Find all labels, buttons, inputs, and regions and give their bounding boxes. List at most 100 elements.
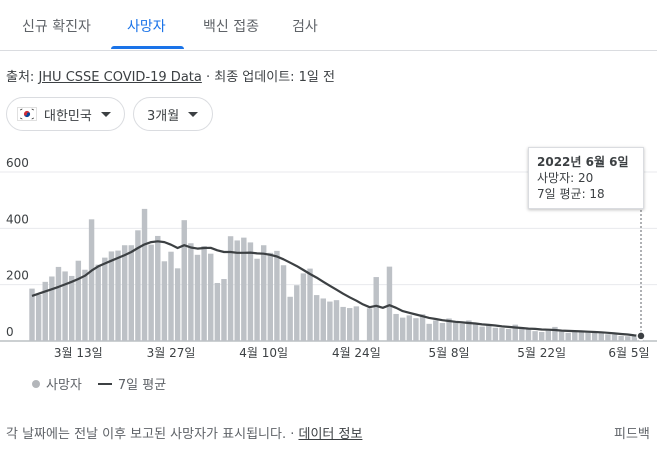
bar [62, 271, 68, 341]
bar [466, 320, 472, 341]
bar [300, 273, 307, 341]
source-link[interactable]: JHU CSSE COVID-19 Data [38, 70, 202, 85]
range-select[interactable]: 3개월 [133, 97, 213, 131]
footer-note: 각 날짜에는 전날 이후 보고된 사망자가 표시됩니다. · 데이터 정보 [6, 423, 362, 442]
bar [399, 317, 406, 341]
bar [29, 288, 35, 341]
bar [591, 332, 598, 341]
hover-point [636, 331, 646, 341]
bar [141, 208, 148, 341]
bar [558, 331, 565, 341]
bar [492, 327, 499, 341]
bar [214, 282, 221, 341]
bar [320, 298, 326, 341]
bar [201, 246, 207, 341]
bar [512, 324, 518, 341]
chart-legend: 사망자 7일 평균 [32, 374, 166, 393]
bar [333, 300, 340, 341]
bar [108, 251, 115, 341]
bar [241, 237, 247, 341]
bar [188, 243, 194, 341]
bar [267, 252, 274, 341]
active-tab-indicator [111, 46, 184, 49]
bar [353, 306, 360, 341]
bar [327, 301, 333, 341]
bar [115, 250, 121, 341]
bar [340, 306, 346, 341]
bar [426, 323, 432, 341]
bar [439, 322, 446, 341]
bar [572, 331, 578, 341]
bar [313, 295, 320, 341]
bar [386, 266, 393, 341]
tab-new-cases[interactable]: 신규 확진자 [22, 19, 91, 35]
bar [631, 335, 638, 341]
bar [221, 279, 227, 341]
line-legend-swatch [97, 382, 112, 385]
bar [88, 219, 95, 341]
bar [585, 332, 591, 341]
tab-vaccinations[interactable]: 백신 접종 [203, 19, 259, 35]
tooltip-average: 7일 평균: 18 [537, 187, 605, 201]
bar [254, 258, 260, 341]
bar [135, 230, 141, 341]
bar [433, 320, 439, 341]
bar [234, 240, 240, 341]
chevron-down-icon [100, 111, 111, 117]
bar [625, 336, 631, 341]
bar [102, 257, 108, 341]
bar [208, 253, 214, 341]
bar [194, 254, 201, 341]
bar [280, 265, 287, 341]
bar-legend-swatch [32, 379, 40, 388]
bar [49, 276, 55, 341]
avg-line [31, 240, 642, 337]
bar [472, 324, 479, 341]
bar [598, 332, 604, 341]
bar [181, 220, 187, 341]
bar [174, 268, 181, 341]
bar [565, 332, 571, 341]
tab-tests[interactable]: 검사 [292, 19, 318, 35]
chevron-down-icon [188, 111, 199, 117]
source-line: 출처: JHU CSSE COVID-19 Data · 최종 업데이트: 1일… [6, 66, 335, 85]
bar [161, 261, 168, 341]
x-tick-label: 4월 24일 [332, 346, 381, 360]
bar [545, 330, 552, 341]
bar [168, 251, 174, 341]
x-tick-label: 6월 5일 [608, 346, 649, 360]
bar [121, 245, 128, 341]
bar [82, 269, 88, 341]
footer-text: 각 날짜에는 전날 이후 보고된 사망자가 표시됩니다. · [6, 427, 299, 442]
bar [247, 242, 254, 341]
bar [505, 328, 512, 341]
bar [479, 326, 485, 341]
y-tick-label: 600 [6, 156, 29, 170]
feedback-link[interactable]: 피드백 [614, 427, 650, 442]
bar [618, 335, 624, 341]
bar [393, 313, 399, 341]
bar [552, 326, 558, 341]
bar [307, 268, 313, 341]
tab-deaths[interactable]: 사망자 [127, 19, 166, 35]
bar [128, 245, 135, 341]
bar [459, 323, 465, 341]
data-info-link[interactable]: 데이터 정보 [298, 427, 363, 442]
bar [95, 264, 101, 341]
tab-bar: 신규 확진자 사망자 백신 접종 검사 [0, 0, 657, 51]
bar [446, 318, 452, 341]
last-updated: · 최종 업데이트: 1일 전 [201, 70, 335, 85]
bar [42, 281, 48, 341]
bar [452, 321, 459, 341]
bar [406, 315, 413, 341]
bar [538, 331, 545, 341]
bar [366, 308, 373, 341]
bar [155, 235, 161, 341]
country-select[interactable]: 대한민국 [6, 97, 125, 131]
bar [578, 331, 585, 341]
bar [413, 318, 419, 341]
bar [611, 334, 618, 341]
bar [525, 328, 532, 341]
x-tick-label: 3월 13일 [54, 346, 103, 360]
bar [75, 260, 82, 341]
